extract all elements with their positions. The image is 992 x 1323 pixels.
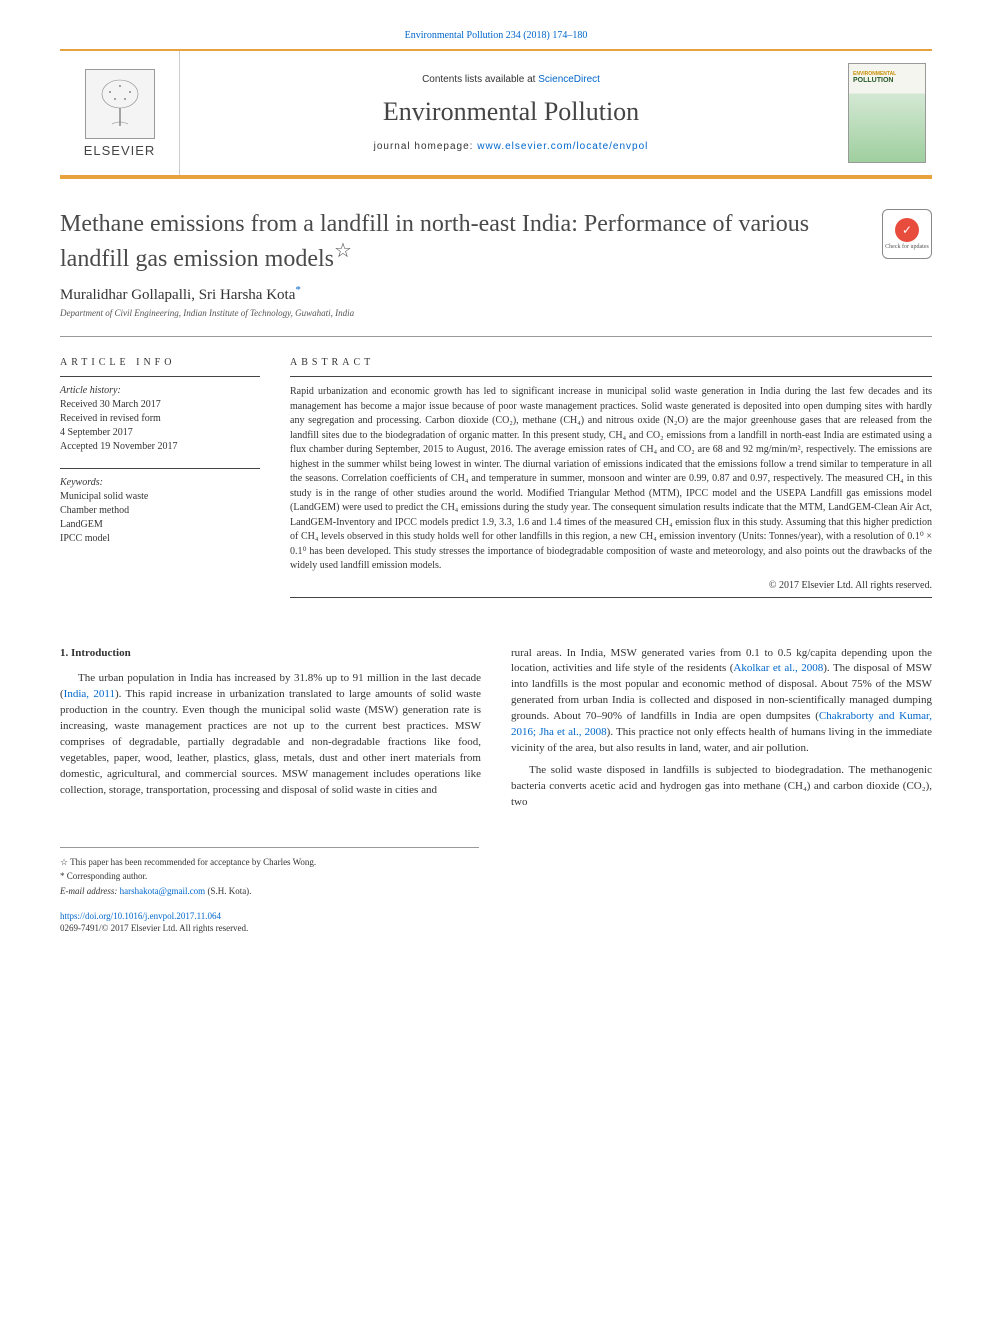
divider	[60, 336, 932, 337]
intro-paragraph: rural areas. In India, MSW generated var…	[511, 646, 932, 758]
email-tail: (S.H. Kota).	[205, 886, 251, 896]
title-footnote-mark: ☆	[334, 240, 352, 262]
cover-thumbnail: ENVIRONMENTAL POLLUTION	[848, 63, 926, 163]
body-column-right: rural areas. In India, MSW generated var…	[511, 646, 932, 817]
abstract-column: abstract Rapid urbanization and economic…	[290, 357, 932, 606]
publisher-logo: ELSEVIER	[60, 51, 180, 175]
cover-label-bottom: POLLUTION	[853, 77, 921, 84]
doi-link[interactable]: https://doi.org/10.1016/j.envpol.2017.11…	[60, 911, 221, 921]
abstract-text: Rapid urbanization and economic growth h…	[290, 385, 932, 574]
intro-paragraph: The solid waste disposed in landfills is…	[511, 763, 932, 811]
history-item: Received 30 March 2017	[60, 398, 260, 412]
authors-text: Muralidhar Gollapalli, Sri Harsha Kota	[60, 287, 295, 303]
history-label: Article history:	[60, 385, 260, 396]
header-center: Contents lists available at ScienceDirec…	[180, 51, 842, 175]
body-columns: 1. Introduction The urban population in …	[60, 646, 932, 817]
keyword-item: LandGEM	[60, 518, 260, 532]
footnote-text: Corresponding author.	[65, 871, 148, 881]
affiliation: Department of Civil Engineering, Indian …	[60, 308, 932, 318]
journal-name: Environmental Pollution	[383, 97, 639, 127]
homepage-prefix: journal homepage:	[374, 141, 478, 152]
info-rule	[60, 468, 260, 469]
keyword-item: Municipal solid waste	[60, 490, 260, 504]
top-citation: Environmental Pollution 234 (2018) 174–1…	[60, 30, 932, 41]
bottom-info: https://doi.org/10.1016/j.envpol.2017.11…	[60, 910, 932, 935]
sciencedirect-link[interactable]: ScienceDirect	[538, 74, 600, 85]
publisher-name: ELSEVIER	[84, 143, 156, 158]
history-item: Accepted 19 November 2017	[60, 440, 260, 454]
corresponding-mark: *	[295, 284, 301, 296]
keyword-item: Chamber method	[60, 504, 260, 518]
introduction-head: 1. Introduction	[60, 646, 481, 662]
citation-link[interactable]: Akolkar et al., 2008	[733, 662, 823, 674]
body-column-left: 1. Introduction The urban population in …	[60, 646, 481, 817]
footnote-mark: ☆	[60, 857, 68, 867]
footnote: E-mail address: harshakota@gmail.com (S.…	[60, 885, 479, 898]
history-item: Received in revised form	[60, 412, 260, 426]
homepage-line: journal homepage: www.elsevier.com/locat…	[374, 141, 649, 152]
keyword-item: IPCC model	[60, 532, 260, 546]
citation-link[interactable]: India, 2011	[64, 688, 115, 700]
abstract-rule-bottom	[290, 597, 932, 598]
email-label: E-mail address:	[60, 886, 120, 896]
title-text: Methane emissions from a landfill in nor…	[60, 211, 809, 272]
homepage-link[interactable]: www.elsevier.com/locate/envpol	[477, 141, 648, 152]
crossmark-icon: ✓	[895, 218, 919, 242]
article-title: Methane emissions from a landfill in nor…	[60, 209, 862, 274]
para-text: ). This rapid increase in urbanization t…	[60, 688, 481, 796]
contents-line: Contents lists available at ScienceDirec…	[422, 74, 600, 85]
footnote-text: This paper has been recommended for acce…	[68, 857, 316, 867]
journal-header: ELSEVIER Contents lists available at Sci…	[60, 49, 932, 179]
abstract-rule	[290, 376, 932, 377]
intro-paragraph: The urban population in India has increa…	[60, 671, 481, 799]
crossmark-badge[interactable]: ✓ Check for updates	[882, 209, 932, 259]
history-item: 4 September 2017	[60, 426, 260, 440]
article-info-head: article info	[60, 357, 260, 368]
abstract-copyright: © 2017 Elsevier Ltd. All rights reserved…	[290, 580, 932, 591]
footnote: * Corresponding author.	[60, 870, 479, 883]
info-rule	[60, 376, 260, 377]
crossmark-caption: Check for updates	[885, 244, 929, 250]
journal-cover: ENVIRONMENTAL POLLUTION	[842, 51, 932, 175]
elsevier-tree-icon	[85, 69, 155, 139]
top-citation-link[interactable]: Environmental Pollution 234 (2018) 174–1…	[405, 30, 588, 41]
authors: Muralidhar Gollapalli, Sri Harsha Kota*	[60, 284, 932, 304]
footnote: ☆ This paper has been recommended for ac…	[60, 856, 479, 869]
article-info-column: article info Article history: Received 3…	[60, 357, 260, 606]
contents-prefix: Contents lists available at	[422, 74, 538, 85]
issn-copyright: 0269-7491/© 2017 Elsevier Ltd. All right…	[60, 922, 932, 935]
abstract-head: abstract	[290, 357, 932, 368]
keywords-label: Keywords:	[60, 477, 260, 488]
email-link[interactable]: harshakota@gmail.com	[120, 886, 206, 896]
footnotes: ☆ This paper has been recommended for ac…	[60, 847, 479, 898]
